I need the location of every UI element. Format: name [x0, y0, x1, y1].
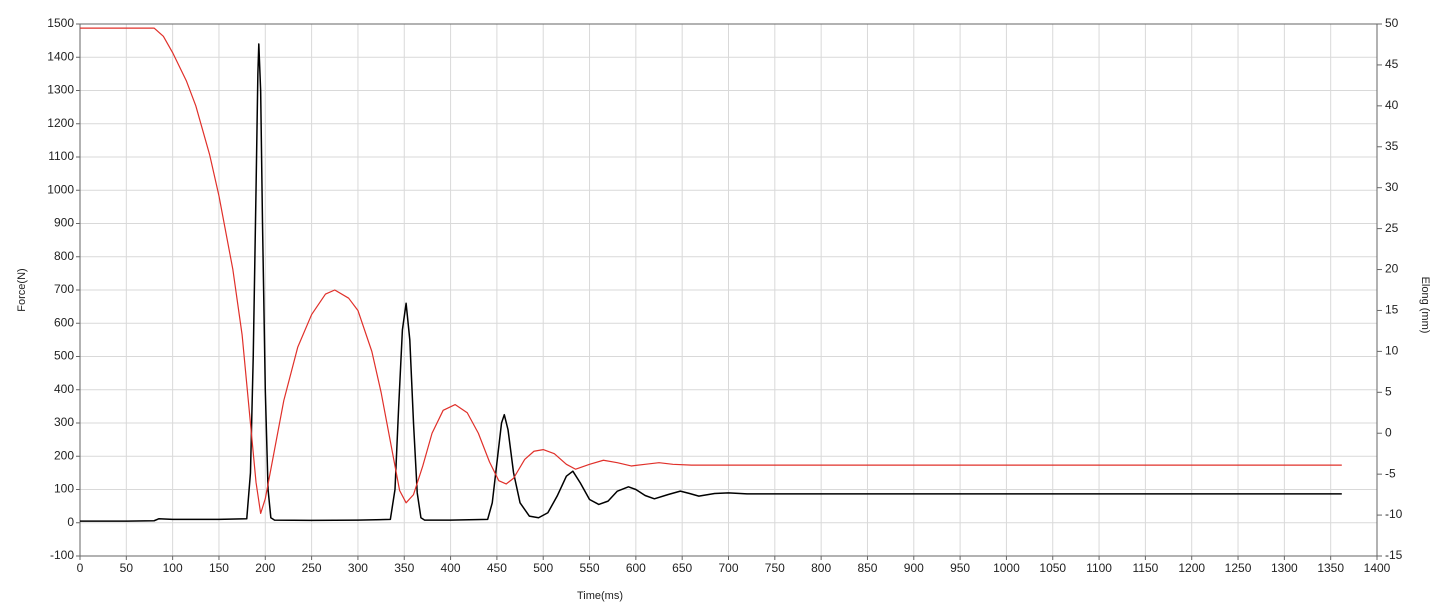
y2-tick-label: 40	[1385, 98, 1399, 112]
y-tick-label: 1000	[47, 182, 74, 196]
x-tick-label: 600	[626, 561, 646, 575]
y2-tick-label: 0	[1385, 425, 1392, 439]
y2-tick-label: 45	[1385, 57, 1399, 71]
x-tick-label: 1250	[1225, 561, 1252, 575]
y-tick-label: 500	[54, 349, 74, 363]
x-tick-label: 100	[163, 561, 183, 575]
x-tick-label: 1300	[1271, 561, 1298, 575]
x-tick-label: 450	[487, 561, 507, 575]
data-line	[80, 27, 1342, 515]
y2-tick-label: -5	[1385, 466, 1396, 480]
x-tick-label: 700	[718, 561, 738, 575]
y-tick-label: 1300	[47, 83, 74, 97]
x-tick-label: 200	[255, 561, 275, 575]
x-tick-label: 1400	[1364, 561, 1391, 575]
y-tick-label: -100	[50, 548, 74, 562]
y-tick-label: 400	[54, 382, 74, 396]
y2-tick-label: 25	[1385, 221, 1399, 235]
y2-tick-label: 5	[1385, 384, 1392, 398]
x-tick-label: 250	[302, 561, 322, 575]
plot-frame	[79, 23, 1378, 557]
y-tick-label: 800	[54, 249, 74, 263]
y-tick-label: 1500	[47, 16, 74, 30]
x-tick-label: 850	[857, 561, 877, 575]
y2-tick-label: 10	[1385, 344, 1399, 358]
x-tick-label: 950	[950, 561, 970, 575]
x-tick-label: 550	[580, 561, 600, 575]
x-tick-label: 500	[533, 561, 553, 575]
y2-tick-label: -10	[1385, 507, 1403, 521]
y-tick-label: 200	[54, 448, 74, 462]
x-tick-label: 0	[77, 561, 84, 575]
y2-axis-label: Elong (mm)	[1419, 277, 1431, 334]
x-tick-label: 1350	[1317, 561, 1344, 575]
y-tick-label: 1400	[47, 49, 74, 63]
x-tick-label: 750	[765, 561, 785, 575]
y2-tick-label: 30	[1385, 180, 1399, 194]
y2-tick-label: 20	[1385, 262, 1399, 276]
x-tick-label: 900	[904, 561, 924, 575]
x-tick-label: 1100	[1086, 561, 1112, 575]
y-tick-label: 900	[54, 216, 74, 230]
y-tick-label: 0	[67, 515, 74, 529]
y2-tick-label: 15	[1385, 303, 1399, 317]
data-line	[80, 43, 1342, 522]
y2-tick-label: -15	[1385, 548, 1403, 562]
x-tick-label: 300	[348, 561, 368, 575]
y-tick-label: 700	[54, 282, 74, 296]
x-tick-label: 150	[209, 561, 229, 575]
x-tick-label: 1000	[993, 561, 1020, 575]
x-tick-label: 800	[811, 561, 831, 575]
y-tick-label: 1200	[47, 116, 74, 130]
x-tick-label: 400	[441, 561, 461, 575]
x-tick-label: 50	[120, 561, 134, 575]
y2-tick-label: 50	[1385, 16, 1399, 30]
x-tick-label: 1050	[1039, 561, 1066, 575]
y2-tick-label: 35	[1385, 139, 1399, 153]
y-axis-label: Force(N)	[16, 268, 28, 311]
x-tick-label: 1150	[1132, 561, 1158, 575]
y-tick-label: 300	[54, 415, 74, 429]
y-tick-label: 600	[54, 315, 74, 329]
x-tick-label: 350	[394, 561, 414, 575]
x-axis-label: Time(ms)	[577, 590, 623, 602]
x-tick-label: 650	[672, 561, 692, 575]
y-tick-label: 1100	[48, 149, 74, 163]
y-tick-label: 100	[54, 482, 74, 496]
x-tick-label: 1200	[1178, 561, 1205, 575]
